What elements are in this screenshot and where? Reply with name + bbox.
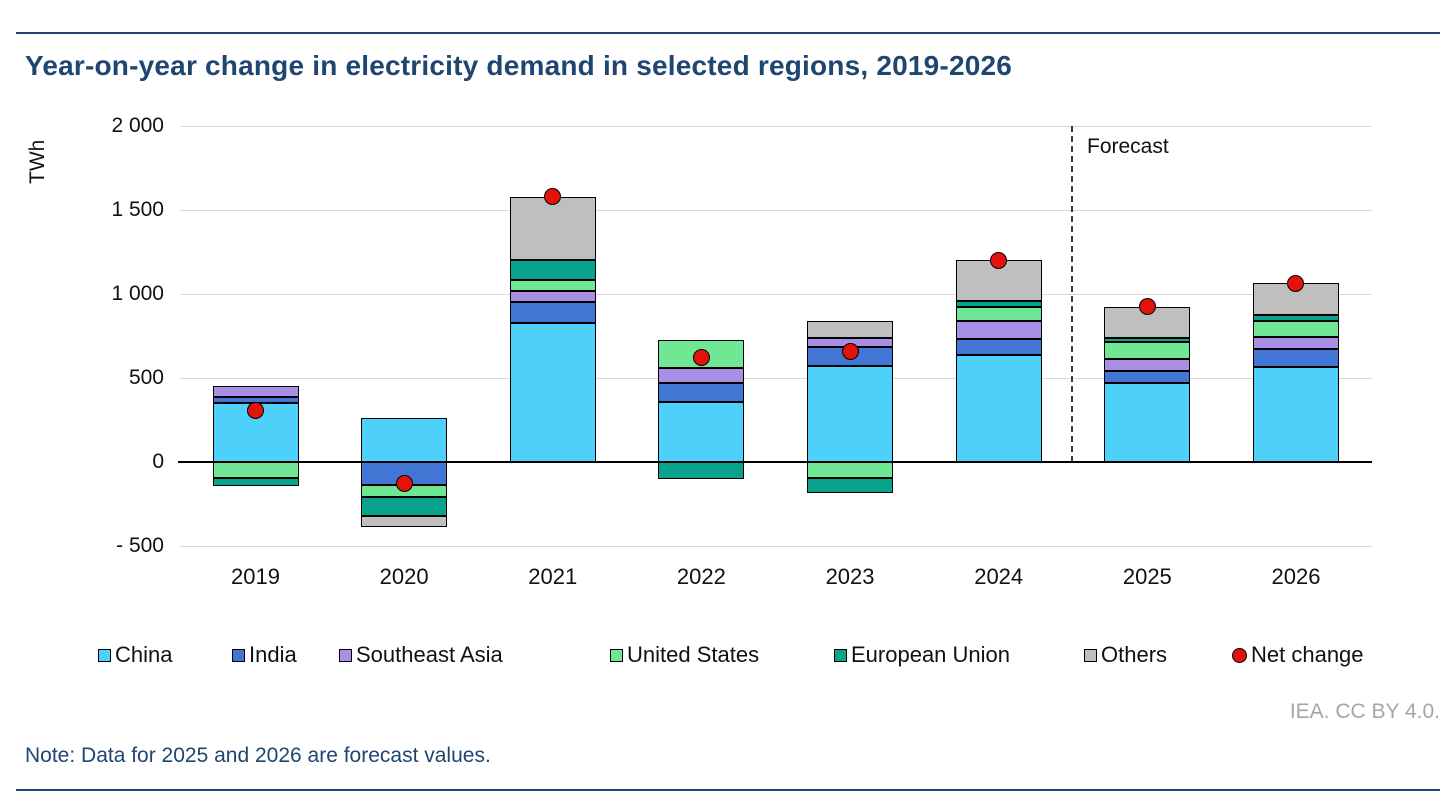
bar-segment-united-states-2026 <box>1252 320 1339 337</box>
attribution-text: IEA. CC BY 4.0. <box>1289 700 1440 723</box>
y-tick-label-1000: 1 000 <box>111 282 164 305</box>
legend-swatch-china-square-icon <box>98 648 111 662</box>
gridline-500 <box>180 377 1372 379</box>
bar-segment-india-2022 <box>658 383 745 403</box>
forecast-divider-line <box>1071 126 1073 462</box>
legend-swatch-united-states-square-icon <box>610 648 623 662</box>
legend-item-others: Others <box>1084 642 1167 668</box>
x-axis-zero-line <box>178 461 1372 463</box>
net-change-dot-2022 <box>692 348 710 366</box>
bar-segment-others-2023 <box>807 320 894 338</box>
bar-segment-european-union-2025 <box>1104 337 1191 342</box>
x-axis-label-2019: 2019 <box>231 564 280 589</box>
bar-segment-southeast-asia-2021 <box>509 291 596 302</box>
top-divider-rule <box>16 32 1440 34</box>
x-axis-label-2020: 2020 <box>379 564 429 589</box>
forecast-label: Forecast <box>1087 135 1169 158</box>
bar-segment-european-union-2023 <box>807 477 894 494</box>
bar-segment-china-2023 <box>807 366 894 462</box>
bar-segment-united-states-2019 <box>212 462 299 478</box>
net-change-dot-2025 <box>1138 298 1156 316</box>
legend: China India Southeast Asia United States Eur… <box>0 642 1456 668</box>
y-axis-unit-label: TWh <box>26 139 49 185</box>
bar-segment-united-states-2024 <box>955 306 1042 321</box>
bar-segment-china-2026 <box>1252 367 1339 462</box>
legend-item-southeast-asia: Southeast Asia <box>339 642 503 668</box>
x-axis-label-2023: 2023 <box>825 564 875 589</box>
bar-segment-southeast-asia-2026 <box>1252 336 1339 349</box>
bar-segment-china-2021 <box>509 323 596 462</box>
legend-label: China <box>115 642 173 667</box>
y-tick-label--500: - 500 <box>116 534 164 557</box>
legend-label: Southeast Asia <box>356 642 503 667</box>
y-tick-label-2000: 2 000 <box>111 114 164 137</box>
y-tick-label-1500: 1 500 <box>111 198 164 221</box>
net-change-dot-2026 <box>1287 274 1305 292</box>
gridline-1000 <box>180 293 1372 295</box>
x-axis-label-2026: 2026 <box>1271 564 1321 589</box>
bar-segment-southeast-asia-2019 <box>212 386 299 398</box>
bar-segment-china-2020 <box>361 418 448 462</box>
bottom-divider-rule <box>16 789 1440 791</box>
bar-segment-others-2025 <box>1104 306 1191 338</box>
legend-swatch-european-union-square-icon <box>834 648 847 662</box>
net-change-dot-2019 <box>247 402 264 420</box>
legend-swatch-others-square-icon <box>1084 648 1097 662</box>
bar-segment-india-2021 <box>509 301 596 324</box>
bar-segment-southeast-asia-2024 <box>955 320 1042 339</box>
bar-segment-india-2024 <box>955 338 1042 356</box>
bar-segment-southeast-asia-2022 <box>658 367 745 384</box>
bar-segment-india-2025 <box>1104 371 1191 384</box>
plot-area: TWh Forecast 2 000 1 500 1 000 500 0 - 500 201… <box>26 114 1372 589</box>
x-axis-label-2022: 2022 <box>676 564 726 589</box>
bar-segment-china-2024 <box>955 355 1042 462</box>
bar-segment-european-union-2020 <box>361 497 448 516</box>
legend-label: United States <box>627 642 760 667</box>
bar-segment-european-union-2022 <box>658 462 745 479</box>
legend-item-united-states: United States <box>610 642 759 668</box>
legend-label: Others <box>1101 642 1168 667</box>
bar-segment-european-union-2019 <box>212 477 299 487</box>
bar-segment-southeast-asia-2025 <box>1104 358 1191 372</box>
bar-segment-united-states-2023 <box>807 462 894 478</box>
bar-segment-others-2026 <box>1252 283 1339 315</box>
legend-label: European Union <box>851 642 1011 667</box>
bar-segment-european-union-2024 <box>955 300 1042 307</box>
y-tick-label-0: 0 <box>152 450 164 473</box>
legend-item-european-union: European Union <box>834 642 1010 668</box>
y-tick-label-500: 500 <box>128 366 164 389</box>
x-axis-label-2025: 2025 <box>1122 564 1172 589</box>
legend-item-india: India <box>232 642 297 668</box>
bar-segment-china-2025 <box>1104 383 1191 462</box>
legend-item-net-change: Net change <box>1232 642 1364 668</box>
legend-label: India <box>249 642 297 667</box>
legend-swatch-net-change-circle-icon <box>1232 647 1247 663</box>
gridline-2000 <box>180 125 1372 127</box>
gridline--500 <box>180 545 1372 547</box>
gridline-1500 <box>180 209 1372 211</box>
bar-segment-united-states-2025 <box>1104 341 1191 359</box>
legend-label: Net change <box>1251 642 1364 667</box>
bar-segment-european-union-2021 <box>509 259 596 280</box>
net-change-dot-2023 <box>841 343 859 361</box>
net-change-dot-2020 <box>395 474 413 492</box>
bar-segment-others-2021 <box>509 196 596 260</box>
x-axis-label-2021: 2021 <box>528 564 578 589</box>
legend-swatch-india-square-icon <box>232 648 245 662</box>
chart-title: Year-on-year change in electricity deman… <box>25 50 1013 81</box>
bar-segment-european-union-2026 <box>1252 315 1339 321</box>
x-axis-label-2024: 2024 <box>974 564 1024 589</box>
net-change-dot-2021 <box>544 188 562 206</box>
bar-segment-others-2020 <box>361 515 448 527</box>
bar-segment-india-2026 <box>1252 348 1339 368</box>
net-change-dot-2024 <box>990 251 1008 269</box>
legend-swatch-southeast-asia-square-icon <box>339 648 352 662</box>
legend-item-china: China <box>98 642 172 668</box>
note-text: Note: Data for 2025 and 2026 are forecas… <box>25 744 491 767</box>
bar-segment-china-2022 <box>658 402 745 462</box>
bar-segment-united-states-2021 <box>509 279 596 292</box>
